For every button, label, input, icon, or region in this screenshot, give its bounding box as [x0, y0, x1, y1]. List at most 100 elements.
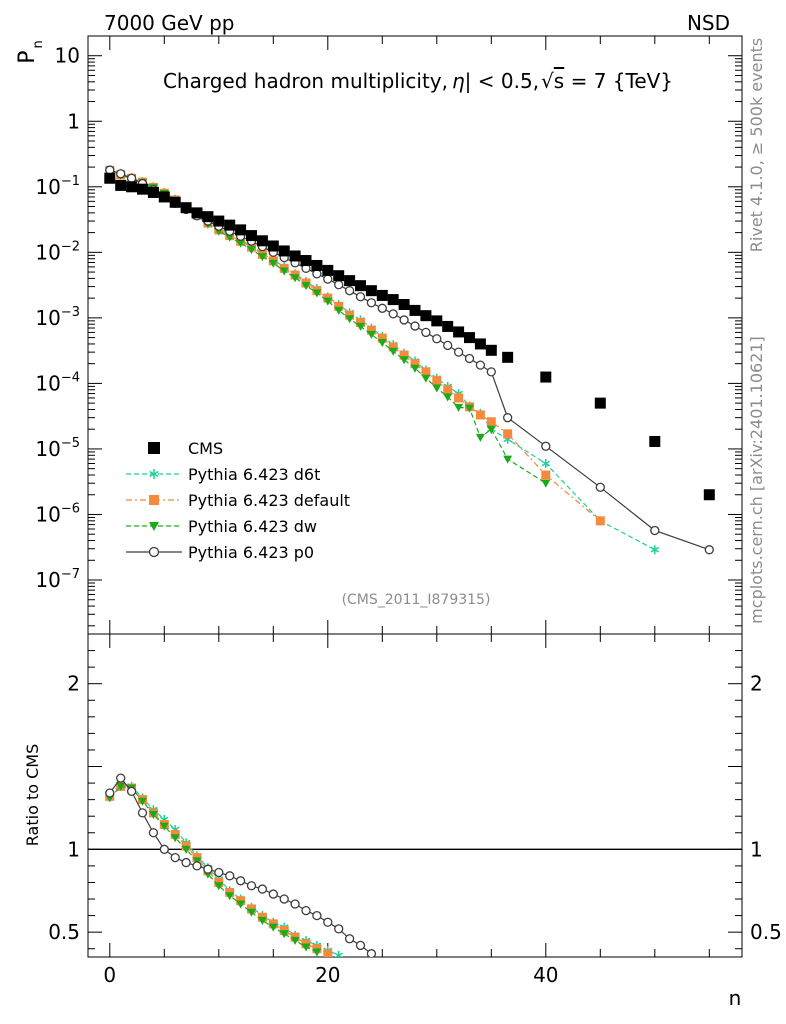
point-pythia-6-423-p0	[595, 482, 605, 492]
ratio-point-pythia-6-423-p0	[246, 881, 257, 891]
ratio-point-pythia-6-423-dw	[116, 782, 126, 791]
point-pythia-6-423-dw	[334, 306, 344, 315]
point-pythia-6-423-dw	[345, 315, 355, 324]
point-cms	[502, 351, 514, 363]
point-pythia-6-423-dw	[225, 233, 235, 242]
point-cms	[333, 270, 345, 282]
point-pythia-6-423-d6t	[650, 545, 660, 555]
ratio-point-pythia-6-423-dw	[236, 900, 246, 909]
point-pythia-6-423-p0	[486, 367, 496, 377]
point-pythia-6-423-default	[399, 350, 409, 360]
point-pythia-6-423-default	[432, 376, 442, 386]
point-pythia-6-423-p0	[334, 280, 344, 290]
ratio-point-pythia-6-423-p0	[225, 871, 235, 881]
ratio-point-pythia-6-423-dw	[312, 948, 322, 957]
ratio-point-pythia-6-423-p0	[344, 934, 355, 944]
point-cms	[147, 186, 159, 198]
ratio-point-pythia-6-423-p0	[105, 788, 115, 798]
main-plot-area	[104, 165, 715, 555]
series-line-pythia-6-423-default	[109, 169, 601, 522]
point-pythia-6-423-dw	[410, 364, 420, 373]
ratio-point-pythia-6-423-dw	[257, 917, 267, 926]
ratio-tick-label-right: 1	[750, 837, 763, 861]
ratio-point-pythia-6-423-d6t	[334, 950, 343, 957]
point-pythia-6-423-p0	[453, 347, 464, 357]
point-pythia-6-423-dw	[236, 239, 246, 248]
mcplots-label: mcplots.cern.ch [arXiv:2401.10621]	[747, 336, 766, 624]
y-tick-label: 10−3	[35, 305, 80, 330]
point-pythia-6-423-default	[443, 385, 453, 395]
point-pythia-6-423-dw	[475, 433, 485, 442]
point-pythia-6-423-dw	[257, 253, 267, 262]
point-pythia-6-423-p0	[704, 545, 714, 555]
point-cms	[235, 224, 247, 236]
point-cms	[442, 320, 454, 332]
point-pythia-6-423-p0	[410, 321, 420, 331]
rivet-label: Rivet 4.1.0, ≥ 500k events	[747, 38, 766, 252]
x-tick-label: 20	[315, 963, 340, 987]
point-cms	[376, 289, 388, 301]
legend: CMS Pythia 6.423 d6t Pythia 6.423 default P…	[126, 439, 350, 562]
point-pythia-6-423-default	[503, 429, 513, 439]
ratio-point-pythia-6-423-p0	[214, 867, 224, 878]
ratio-point-pythia-6-423-p0	[279, 894, 289, 904]
point-pythia-6-423-dw	[279, 267, 289, 276]
ratio-point-pythia-6-423-dw	[301, 943, 311, 952]
ratio-point-pythia-6-423-dw	[159, 822, 169, 831]
ratio-point-pythia-6-423-p0	[366, 949, 377, 957]
legend-marker-pythia-6-423-p0	[148, 546, 160, 558]
y-tick-label: 10−7	[35, 567, 80, 592]
point-pythia-6-423-d6t	[541, 458, 551, 468]
point-cms	[365, 285, 377, 297]
y-axis-label: Pn	[15, 40, 46, 64]
point-pythia-6-423-p0	[502, 413, 513, 423]
point-cms	[474, 338, 486, 350]
point-cms	[485, 344, 497, 356]
point-pythia-6-423-default	[454, 393, 464, 403]
point-pythia-6-423-dw	[421, 374, 431, 383]
ratio-point-pythia-6-423-dw	[225, 892, 235, 901]
point-pythia-6-423-p0	[344, 286, 355, 296]
ratio-point-pythia-6-423-dw	[247, 908, 256, 917]
ratio-point-pythia-6-423-p0	[116, 773, 126, 783]
ratio-point-pythia-6-423-p0	[301, 905, 311, 916]
point-pythia-6-423-p0	[312, 269, 322, 279]
point-cms	[409, 304, 421, 316]
point-cms	[289, 250, 301, 262]
point-cms	[540, 371, 552, 383]
ratio-tick-label-right: 0.5	[750, 920, 782, 944]
point-pythia-6-423-dw	[399, 356, 409, 365]
ratio-plot-area	[105, 773, 377, 957]
y-tick-label: 10−5	[35, 436, 80, 461]
point-cms	[191, 207, 203, 219]
ratio-frame	[87, 633, 743, 958]
legend-label-pythia-6-423-default: Pythia 6.423 default	[188, 491, 350, 510]
point-pythia-6-423-p0	[388, 309, 398, 319]
ratio-point-pythia-6-423-dw	[279, 930, 289, 939]
ratio-point-pythia-6-423-p0	[312, 910, 322, 921]
point-pythia-6-423-p0	[355, 292, 366, 302]
x-tick-label: 40	[533, 963, 558, 987]
ratio-point-pythia-6-423-p0	[323, 917, 333, 927]
ratio-point-pythia-6-423-p0	[334, 924, 344, 934]
point-cms	[278, 245, 290, 257]
point-pythia-6-423-default	[334, 301, 344, 311]
point-pythia-6-423-dw	[503, 455, 513, 464]
ratio-axis-label: Ratio to CMS	[23, 744, 42, 846]
y-tick-label: 1	[67, 109, 80, 133]
point-pythia-6-423-p0	[464, 353, 475, 364]
ratio-point-pythia-6-423-p0	[355, 940, 366, 951]
point-pythia-6-423-default	[356, 317, 365, 327]
point-cms	[398, 298, 410, 310]
ratio-tick-label: 1	[67, 837, 80, 861]
point-pythia-6-423-default	[486, 417, 496, 427]
ratio-point-pythia-6-423-p0	[290, 899, 300, 909]
point-cms	[202, 211, 214, 223]
point-pythia-6-423-dw	[443, 393, 453, 402]
point-cms	[169, 196, 181, 208]
ratio-point-pythia-6-423-dw	[170, 834, 180, 843]
point-cms	[594, 397, 606, 409]
point-pythia-6-423-default	[377, 333, 387, 343]
point-pythia-6-423-p0	[421, 327, 431, 338]
point-cms	[464, 332, 475, 344]
